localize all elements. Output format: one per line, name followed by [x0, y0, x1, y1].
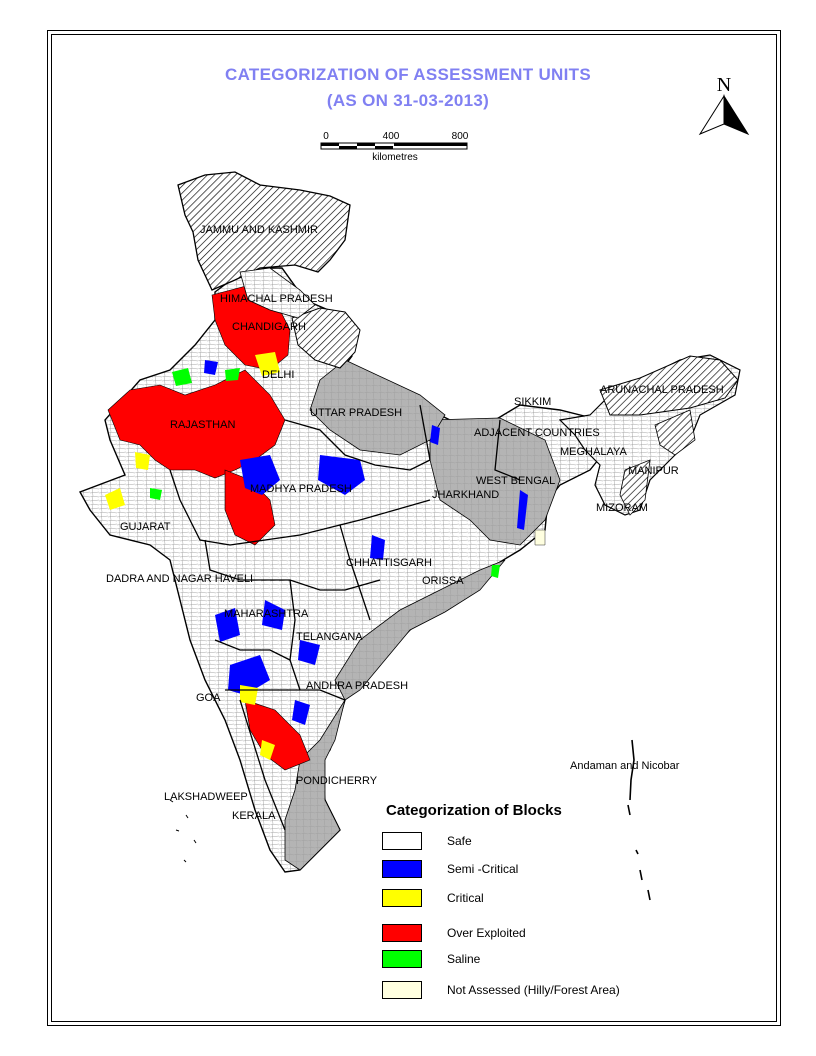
label-madhya-pradesh: MADHYA PRADESH: [250, 483, 352, 495]
legend-title: Categorization of Blocks: [386, 802, 562, 819]
critical-patches: [105, 352, 280, 760]
label-rajasthan: RAJASTHAN: [170, 419, 235, 431]
legend-swatch: [382, 981, 422, 999]
region-uttarakhand-hatch: [291, 307, 361, 369]
andaman-islands: [627, 739, 651, 901]
label-jammu-kashmir: JAMMU AND KASHMIR: [200, 224, 318, 236]
not-assessed-patch: [534, 529, 546, 546]
region-jammu-kashmir-hatch: [177, 171, 351, 291]
north-label: N: [717, 74, 731, 96]
legend-label: Safe: [447, 834, 472, 848]
region-himachal: [239, 267, 316, 319]
state-boundaries: [169, 404, 521, 831]
label-orissa: ORISSA: [422, 575, 464, 587]
label-andhra-pradesh: ANDHRA PRADESH: [306, 680, 408, 692]
label-mizoram: MIZORAM: [596, 502, 648, 514]
saline-patches: [150, 368, 500, 578]
map-inner-border: [51, 34, 777, 1022]
region-up-grey: [309, 359, 446, 456]
north-arrow-icon: N: [698, 74, 750, 136]
region-bihar-grey: [429, 417, 561, 546]
label-uttar-pradesh: UTTAR PRADESH: [310, 407, 402, 419]
label-west-bengal: WEST BENGAL: [476, 475, 555, 487]
legend-label: Not Assessed (Hilly/Forest Area): [447, 983, 620, 997]
label-gujarat: GUJARAT: [120, 521, 171, 533]
semi-critical-patches: [204, 360, 528, 725]
legend-swatch: [382, 950, 422, 968]
label-himachal-pradesh: HIMACHAL PRADESH: [220, 293, 333, 305]
label-andaman-nicobar: Andaman and Nicobar: [570, 760, 680, 772]
legend-swatch: [382, 860, 422, 878]
map-title: CATEGORIZATION OF ASSESSMENT UNITS: [225, 65, 591, 84]
legend-label: Critical: [447, 891, 484, 905]
scale-bar: 0 400 800 kilometres: [320, 131, 469, 163]
label-goa: GOA: [196, 692, 221, 704]
region-mizoram-hatch: [619, 459, 651, 516]
scale-tick-800: 800: [452, 131, 469, 142]
label-meghalaya: MEGHALAYA: [560, 446, 627, 458]
label-chandigarh: CHANDIGARH: [232, 321, 306, 333]
map-outer-border: [47, 30, 781, 1026]
region-karnataka-red: [244, 699, 311, 771]
label-delhi: DELHI: [262, 369, 294, 381]
label-sikkim: SIKKIM: [514, 396, 551, 408]
scale-tick-0: 0: [323, 131, 329, 142]
label-dadra-nagar-haveli: DADRA AND NAGAR HAVELI: [106, 573, 253, 585]
label-pondicherry: PONDICHERRY: [296, 775, 378, 787]
label-lakshadweep: LAKSHADWEEP: [164, 791, 248, 803]
label-manipur: MANIPUR: [628, 465, 679, 477]
label-chhattisgarh: CHHATTISGARH: [346, 557, 432, 569]
legend-swatch: [382, 832, 422, 850]
label-kerala: KERALA: [232, 810, 276, 822]
label-telangana: TELANGANA: [296, 631, 363, 643]
map-subtitle: (AS ON 31-03-2013): [326, 91, 490, 110]
scale-tick-400: 400: [383, 131, 400, 142]
scale-unit: kilometres: [372, 152, 418, 163]
legend-label: Semi -Critical: [447, 862, 519, 876]
legend-label: Over Exploited: [447, 926, 526, 940]
region-nagaland-hatch: [654, 409, 696, 456]
label-maharashtra: MAHARASHTRA: [224, 608, 309, 620]
label-arunachal-pradesh: ARUNACHAL PRADESH: [600, 384, 724, 396]
region-rajasthan-red: [107, 369, 286, 479]
legend-swatch: [382, 924, 422, 942]
region-arunachal-hatch: [599, 355, 739, 416]
lakshadweep-islands: [169, 799, 197, 863]
legend-label: Saline: [447, 952, 481, 966]
label-jharkhand: JHARKHAND: [432, 489, 499, 501]
legend-swatch: [382, 889, 422, 907]
label-adjacent-countries: ADJACENT COUNTRIES: [474, 427, 600, 439]
